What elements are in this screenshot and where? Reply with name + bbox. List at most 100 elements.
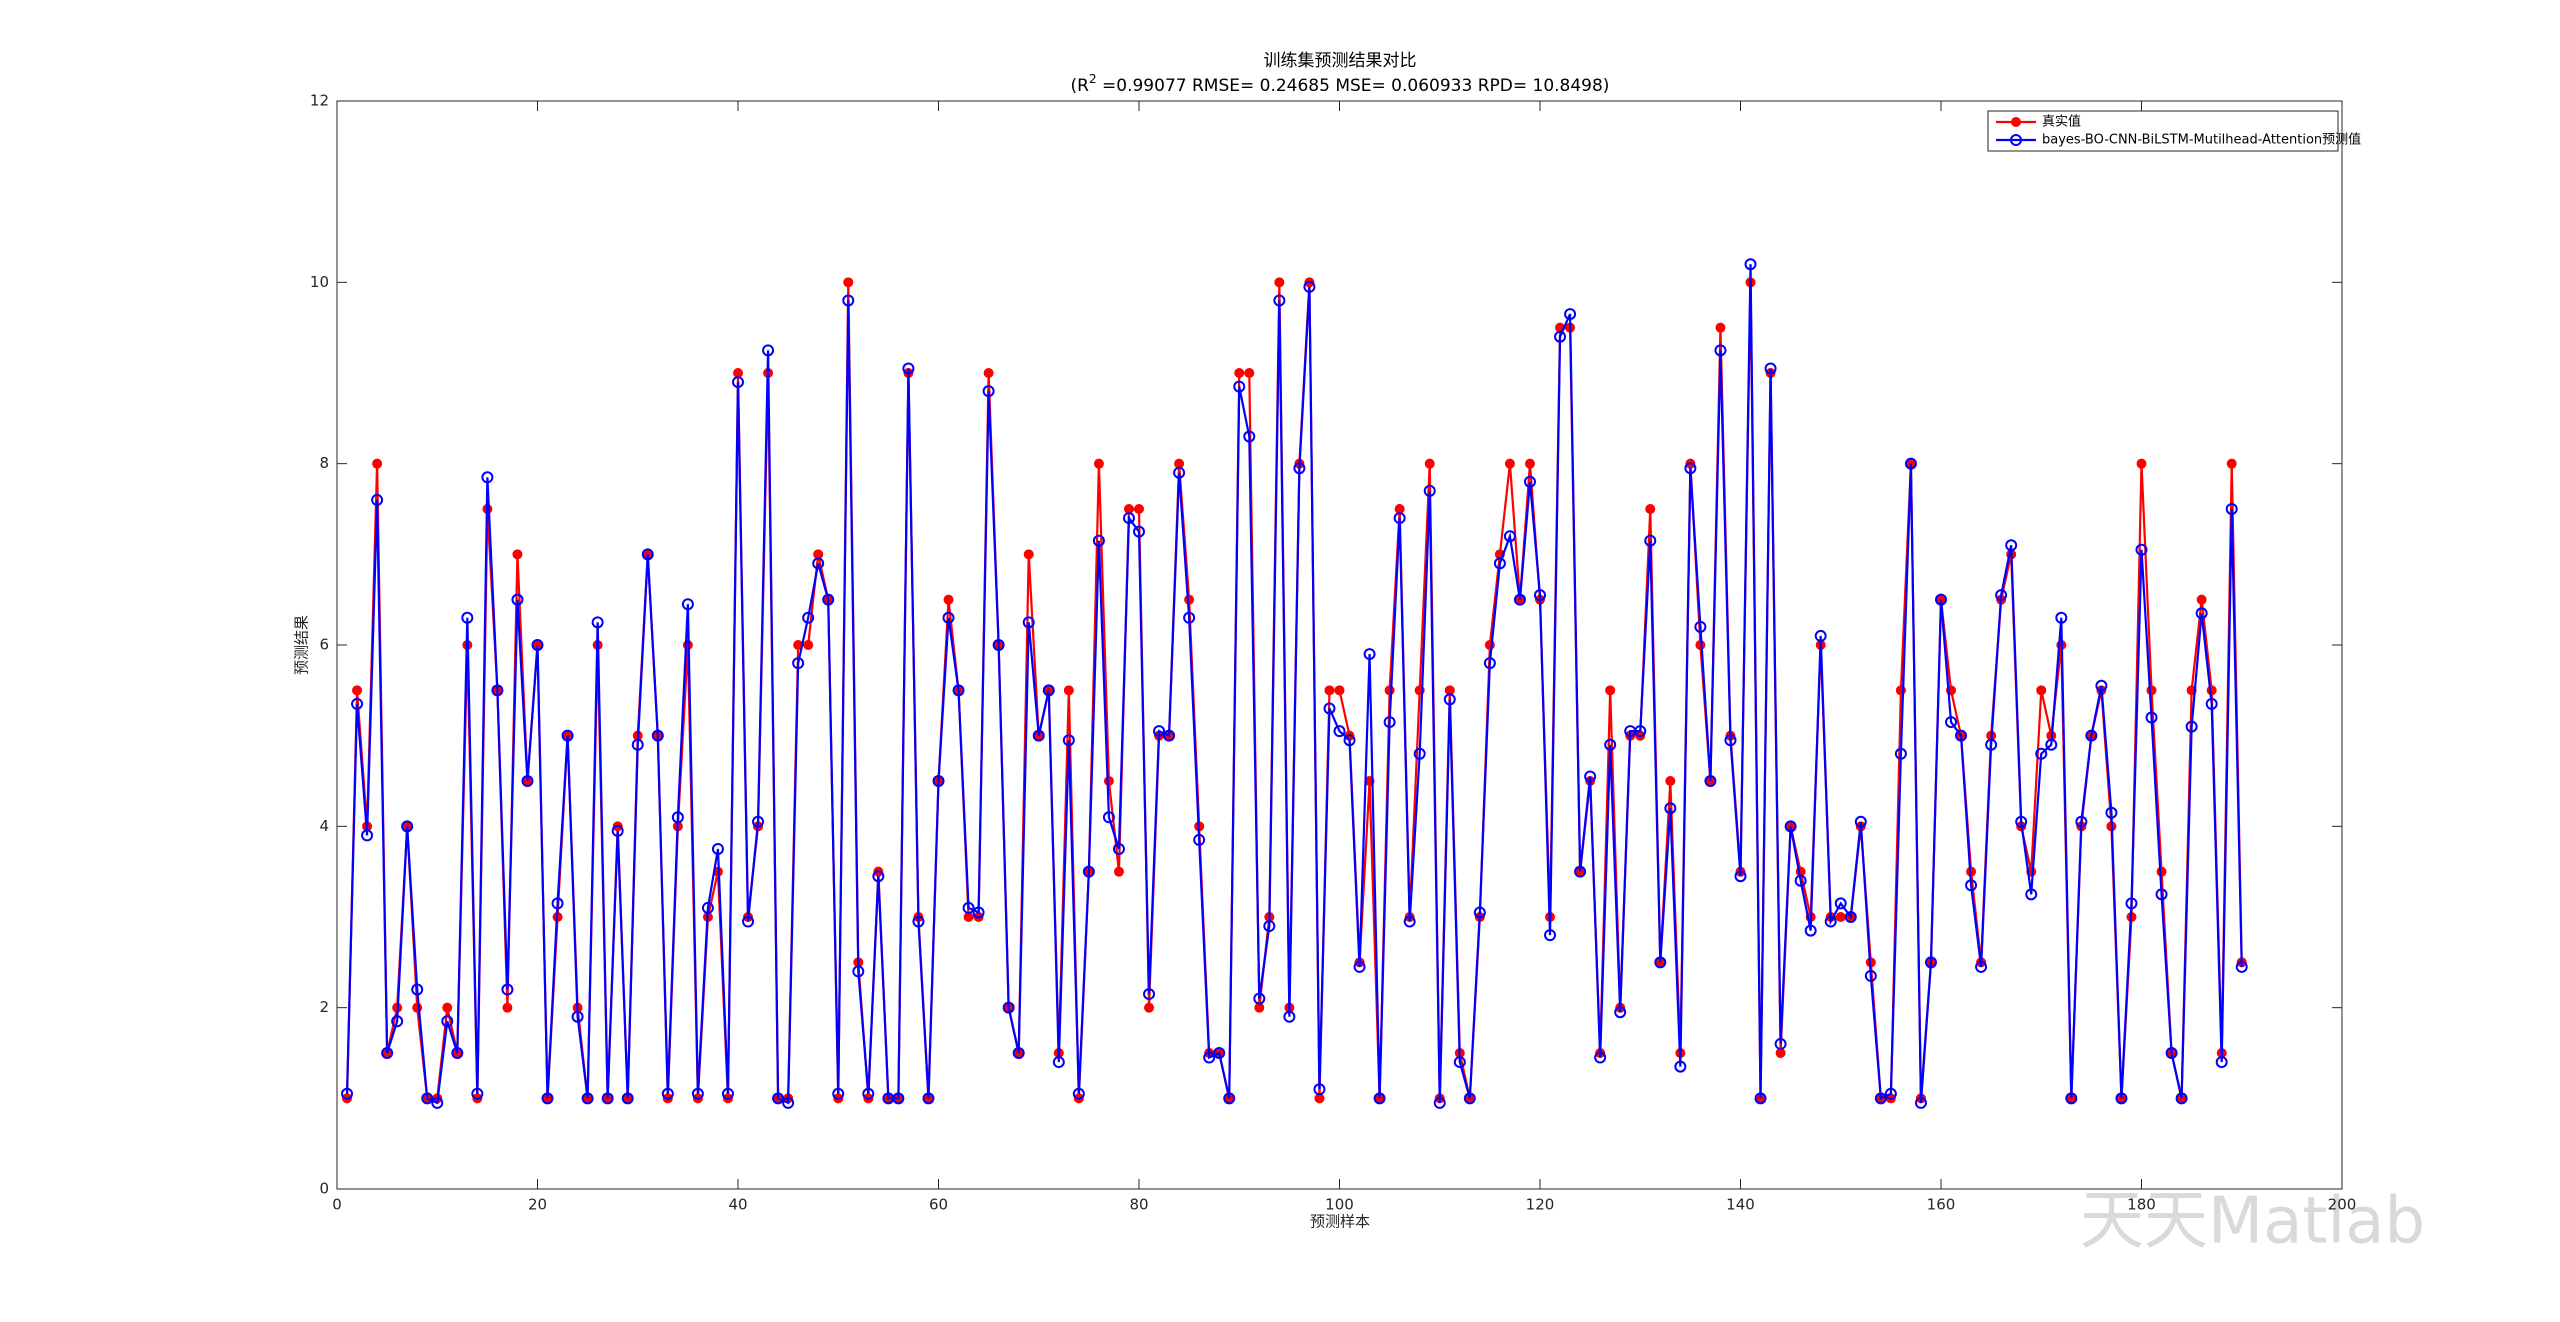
marker: [803, 640, 814, 650]
marker: [1835, 912, 1846, 922]
marker: [762, 344, 775, 357]
y-tick-label: 6: [319, 636, 329, 654]
marker: [471, 1087, 484, 1100]
marker: [982, 385, 995, 398]
marker: [1634, 725, 1647, 738]
marker: [2226, 458, 2237, 469]
marker: [1082, 865, 1095, 878]
x-tick-label: 140: [1726, 1196, 1755, 1214]
marker: [691, 1087, 704, 1100]
marker: [1894, 747, 1907, 760]
marker: [902, 362, 915, 375]
marker: [1213, 1047, 1226, 1059]
marker: [862, 1087, 875, 1100]
marker: [481, 471, 494, 484]
watermark: 天天Matlab: [2080, 1185, 2425, 1259]
marker: [932, 775, 945, 787]
marker: [1744, 258, 1757, 271]
marker: [1754, 1092, 1767, 1105]
marker: [2195, 607, 2208, 620]
marker: [1092, 534, 1105, 547]
marker: [1423, 484, 1436, 497]
marker: [2215, 1056, 2228, 1069]
marker: [1574, 865, 1587, 878]
marker: [2205, 697, 2218, 710]
marker: [461, 611, 474, 624]
marker: [1314, 1093, 1325, 1104]
marker: [733, 368, 743, 378]
marker: [1012, 1047, 1025, 1059]
marker: [1554, 330, 1567, 343]
marker: [942, 611, 955, 624]
marker: [1884, 1087, 1897, 1100]
marker: [2055, 611, 2068, 624]
marker: [1433, 1096, 1446, 1109]
marker: [1824, 915, 1837, 928]
marker: [1183, 611, 1196, 624]
marker: [1544, 929, 1557, 942]
legend-label: 真实值: [2042, 114, 2081, 130]
marker: [1072, 1087, 1085, 1100]
marker: [1734, 870, 1747, 883]
marker: [1283, 1010, 1296, 1023]
marker: [1383, 716, 1396, 729]
marker: [1324, 685, 1335, 696]
marker: [411, 983, 424, 996]
marker: [491, 684, 504, 697]
marker: [721, 1087, 734, 1100]
marker: [601, 1092, 614, 1105]
marker: [711, 843, 724, 855]
marker: [1534, 589, 1546, 602]
marker: [1363, 648, 1376, 661]
y-tick-label: 2: [319, 998, 329, 1016]
marker: [361, 829, 374, 842]
marker: [1022, 616, 1035, 629]
marker: [1804, 924, 1817, 937]
marker: [521, 775, 534, 787]
marker: [1173, 466, 1186, 479]
marker: [1333, 725, 1346, 738]
marker: [2175, 1092, 2188, 1105]
marker: [1274, 277, 1285, 288]
legend-marker: [2011, 117, 2021, 127]
marker: [571, 1010, 584, 1023]
marker: [813, 549, 824, 560]
marker: [1112, 843, 1125, 855]
marker: [1122, 512, 1135, 525]
marker: [1113, 866, 1124, 877]
marker: [621, 1092, 634, 1105]
marker: [992, 639, 1005, 651]
marker: [1604, 738, 1617, 751]
marker: [963, 912, 974, 922]
marker: [1253, 992, 1266, 1005]
marker: [1704, 775, 1717, 787]
marker: [1764, 362, 1777, 375]
marker: [1244, 368, 1255, 378]
marker: [1645, 504, 1656, 514]
chart-title: 训练集预测结果对比: [1264, 51, 1417, 71]
y-tick-label: 8: [319, 454, 329, 472]
marker: [792, 657, 805, 670]
marker: [1904, 457, 1917, 470]
marker: [1985, 738, 1998, 751]
marker: [1223, 1092, 1236, 1105]
marker: [1134, 504, 1144, 514]
marker: [1844, 911, 1857, 923]
marker: [1975, 960, 1988, 973]
marker: [1393, 512, 1406, 525]
marker: [1784, 820, 1797, 833]
marker: [421, 1092, 434, 1105]
marker: [1153, 725, 1166, 738]
marker: [1854, 815, 1867, 828]
marker: [943, 594, 954, 605]
marker: [1403, 915, 1416, 928]
marker: [681, 598, 694, 611]
marker: [872, 870, 885, 883]
marker: [1234, 368, 1245, 378]
marker: [1103, 776, 1114, 786]
marker: [1063, 685, 1074, 696]
subtitle-part: (R: [1071, 76, 1090, 96]
marker: [1052, 1056, 1065, 1069]
x-tick-label: 180: [2127, 1196, 2156, 1214]
legend-box: [1987, 110, 2339, 152]
